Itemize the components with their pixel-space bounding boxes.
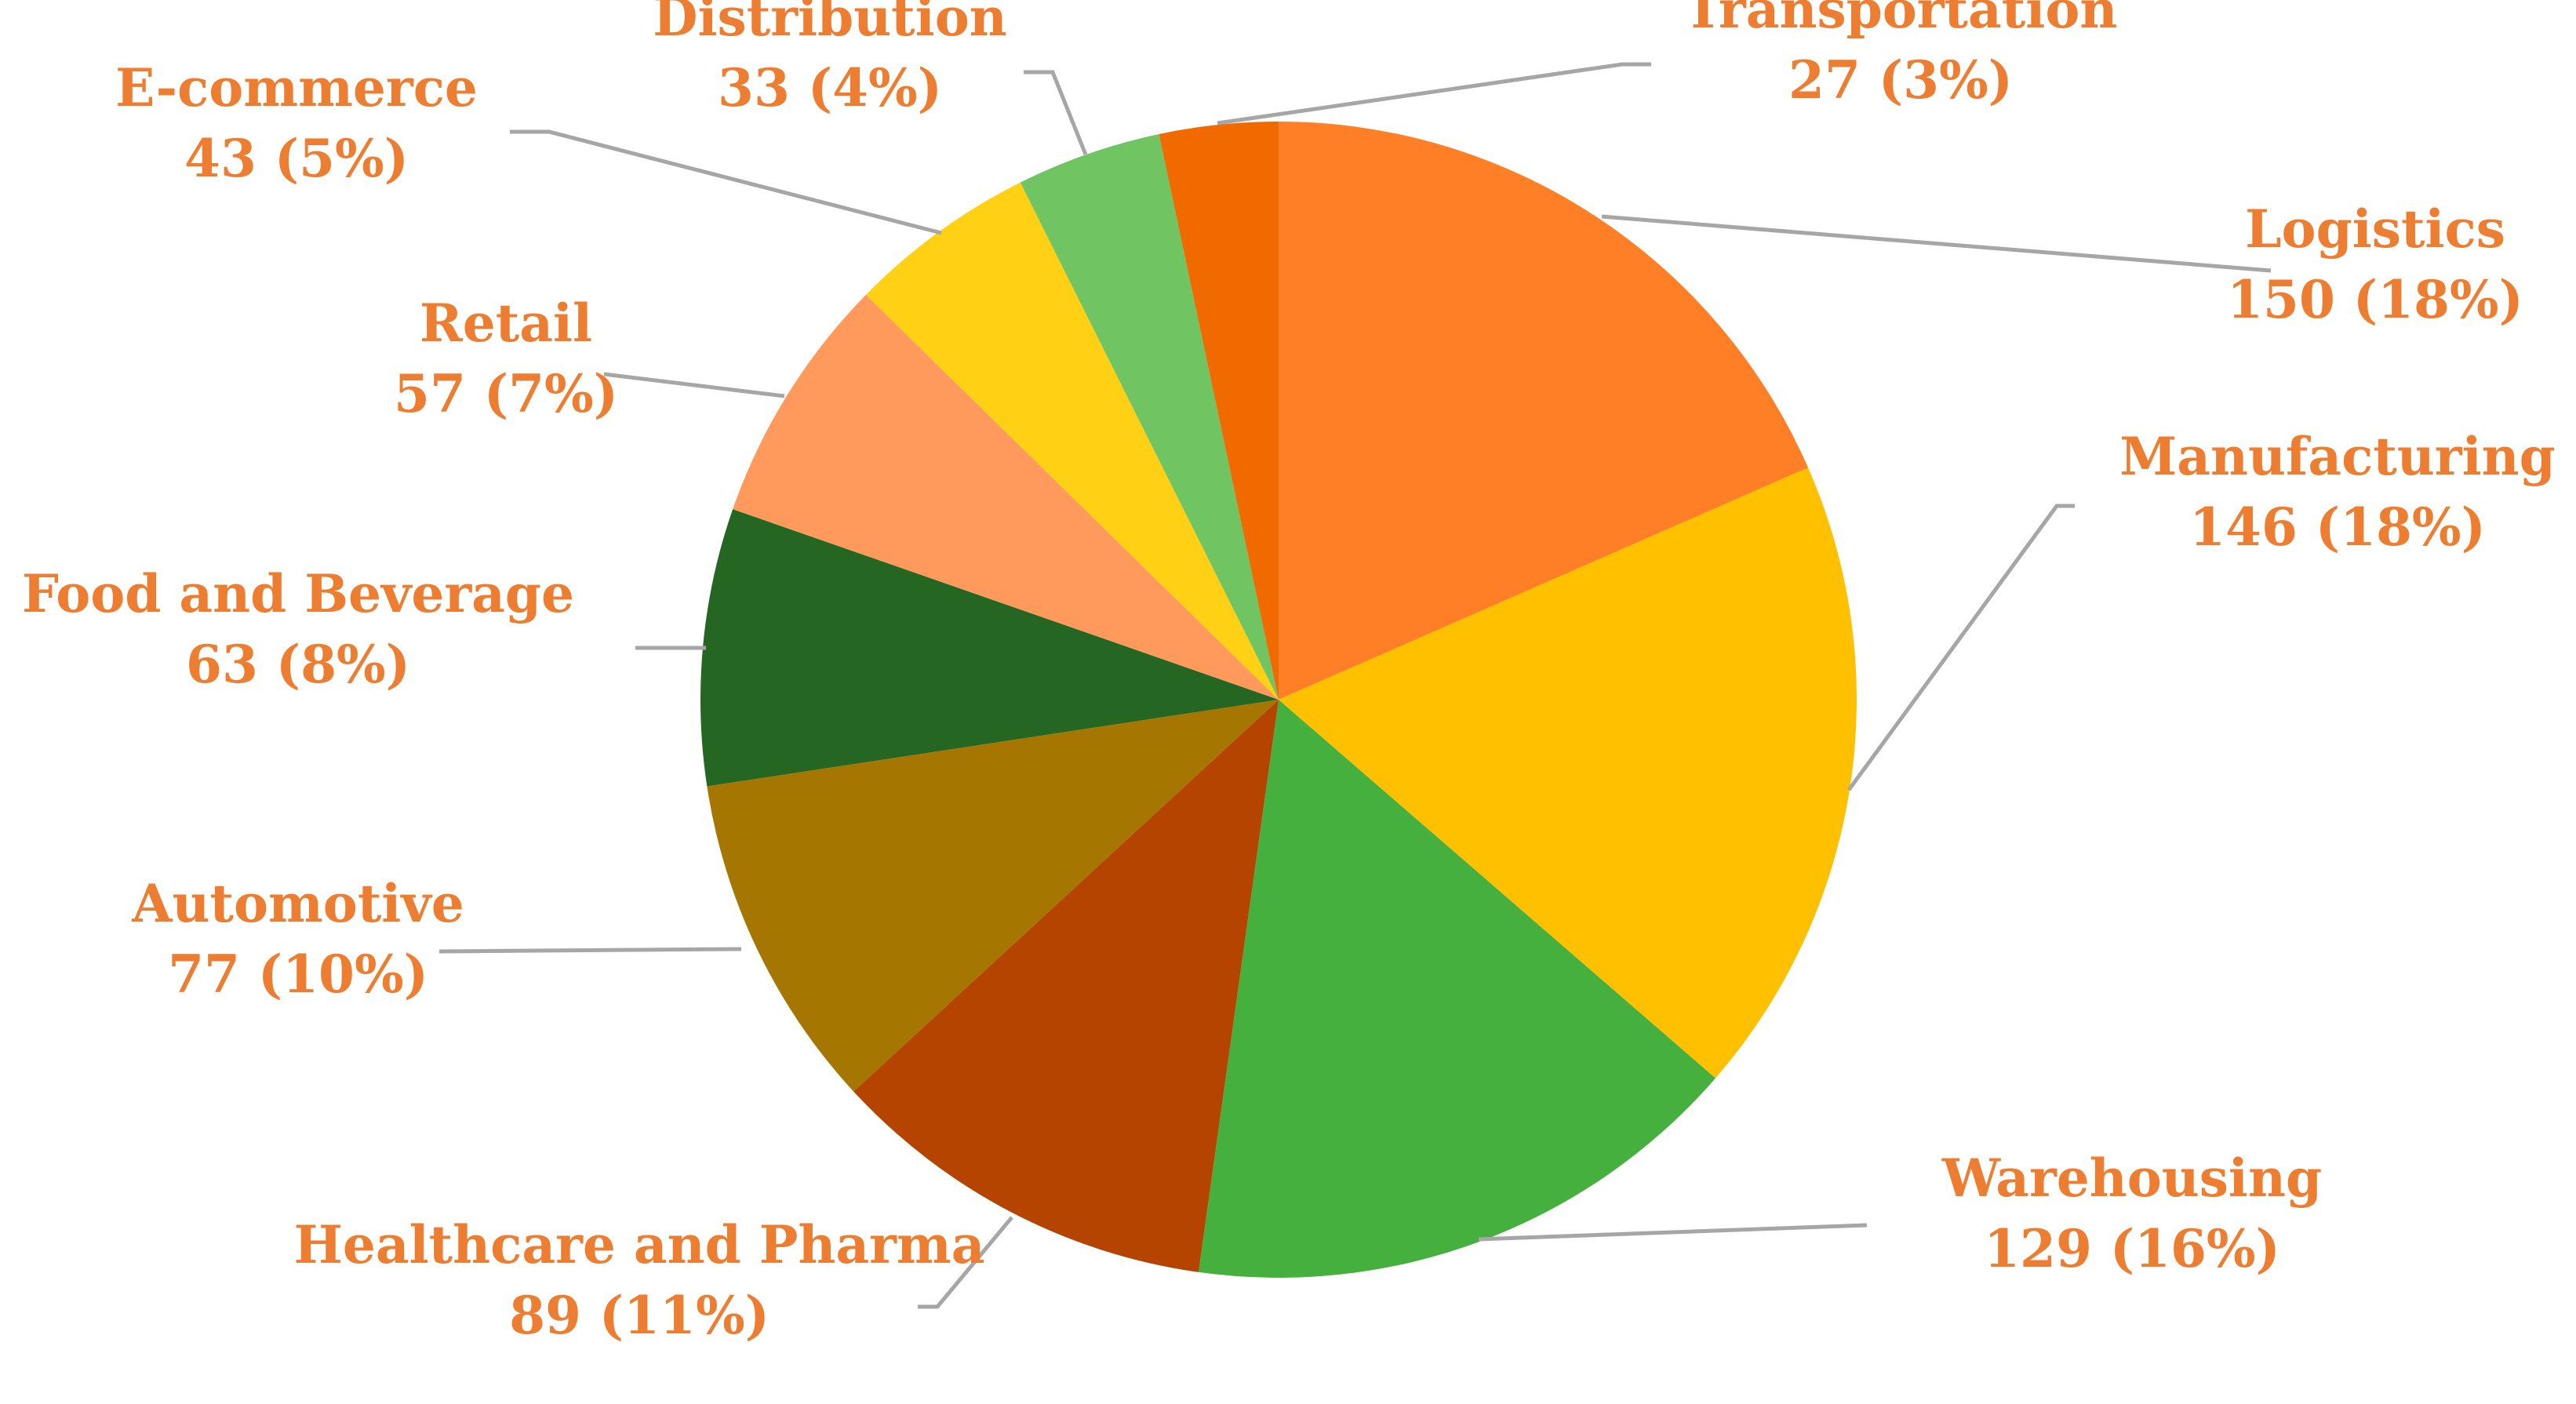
leader-line — [918, 1216, 1013, 1309]
leader-line — [1217, 62, 1651, 125]
slice-value-label: 146 (18%) — [2189, 496, 2486, 558]
slice-category-label: E-commerce — [115, 57, 478, 118]
slice-value-label: 77 (10%) — [168, 944, 428, 1005]
slice-category-label: Logistics — [2245, 198, 2505, 260]
slice-value-label: 150 (18%) — [2227, 269, 2523, 330]
slice-category-label: Healthcare and Pharma — [294, 1214, 985, 1275]
slice-value-label: 43 (5%) — [184, 128, 409, 189]
slice-value-label: 129 (16%) — [1984, 1218, 2280, 1279]
slice-category-label: Manufacturing — [2119, 426, 2556, 487]
slice-value-label: 63 (8%) — [186, 634, 410, 695]
leader-line — [603, 372, 785, 398]
pie-slice-manufacturing — [1279, 467, 1857, 1078]
pie-slice-transportation — [1159, 122, 1279, 700]
slice-category-label: Automotive — [131, 873, 464, 934]
leader-line — [438, 947, 742, 954]
slice-category-label: Transportation — [1684, 0, 2118, 40]
pie-slice-retail — [733, 294, 1279, 700]
slice-value-label: 33 (4%) — [718, 57, 942, 118]
pie-slice-healthcare-and-pharma — [853, 700, 1279, 1272]
leader-lines — [438, 62, 2272, 1309]
slice-value-label: 89 (11%) — [509, 1285, 770, 1346]
leader-line — [1846, 504, 2075, 791]
leader-line — [510, 129, 942, 235]
pie-slices — [700, 122, 1857, 1279]
pie-slice-distribution — [1020, 133, 1279, 700]
pie-slice-automotive — [707, 700, 1279, 1092]
leader-line — [1601, 214, 2272, 273]
slice-value-label: 57 (7%) — [394, 363, 618, 424]
pie-slice-logistics — [1279, 122, 1809, 700]
pie-slice-food-and-beverage — [700, 509, 1279, 787]
leader-line — [1024, 70, 1088, 155]
slice-category-label: Food and Beverage — [22, 563, 574, 624]
pie-slice-e-commerce — [865, 182, 1279, 700]
slice-category-label: Warehousing — [1941, 1148, 2322, 1209]
slice-category-label: Retail — [420, 293, 592, 354]
slice-value-label: 27 (3%) — [1788, 49, 2013, 111]
data-labels: Logistics 150 (18%) Manufacturing 146 (18%)… — [22, 0, 2556, 1346]
pie-slice-warehousing — [1198, 700, 1716, 1279]
slice-category-label: Distribution — [653, 0, 1007, 48]
leader-line — [1478, 1223, 1868, 1242]
